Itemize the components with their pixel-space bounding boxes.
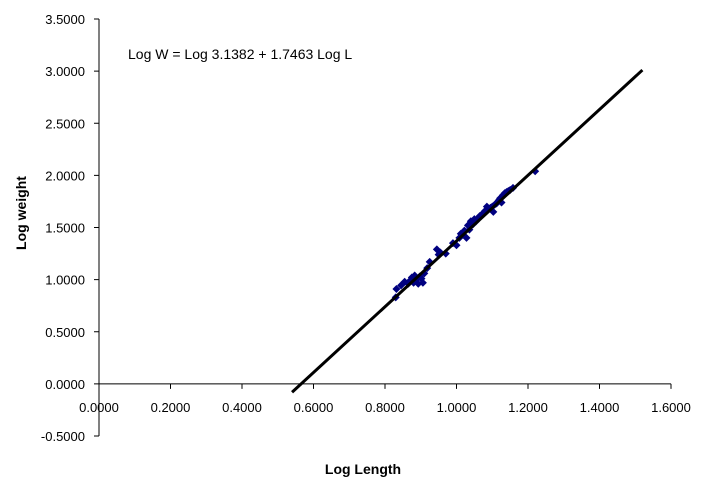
x-tick-label: 0.4000: [222, 400, 262, 415]
y-tick-label: -0.5000: [41, 429, 85, 444]
y-tick-label: 1.0000: [45, 273, 85, 288]
y-tick-label: 1.5000: [45, 221, 85, 236]
x-tick-label: 0.2000: [151, 400, 191, 415]
data-point: [462, 233, 471, 242]
x-tick-label: 1.2000: [508, 400, 548, 415]
y-tick-label: 2.5000: [45, 116, 85, 131]
regression-line: [291, 68, 644, 394]
y-tick-label: 3.5000: [45, 12, 85, 27]
x-tick-label: 1.0000: [437, 400, 477, 415]
y-tick-label: 0.5000: [45, 325, 85, 340]
data-point: [392, 285, 401, 294]
x-tick-label: 0.0000: [79, 400, 119, 415]
y-tick-label: 3.0000: [45, 64, 85, 79]
x-tick-label: 1.6000: [651, 400, 691, 415]
y-axis-title: Log weight: [13, 176, 29, 250]
y-tick-label: 2.0000: [45, 168, 85, 183]
regression-equation: Log W = Log 3.1382 + 1.7463 Log L: [128, 46, 352, 62]
x-tick-label: 0.8000: [365, 400, 405, 415]
y-tick-label: 0.0000: [45, 377, 85, 392]
x-tick-label: 0.6000: [294, 400, 334, 415]
x-tick-label: 1.4000: [580, 400, 620, 415]
axes: -0.5000 0.0000 0.5000 1.0000 1.5000 2.0000 2.5…: [41, 12, 691, 444]
x-axis-title: Log Length: [325, 461, 401, 477]
data-point: [418, 278, 427, 287]
